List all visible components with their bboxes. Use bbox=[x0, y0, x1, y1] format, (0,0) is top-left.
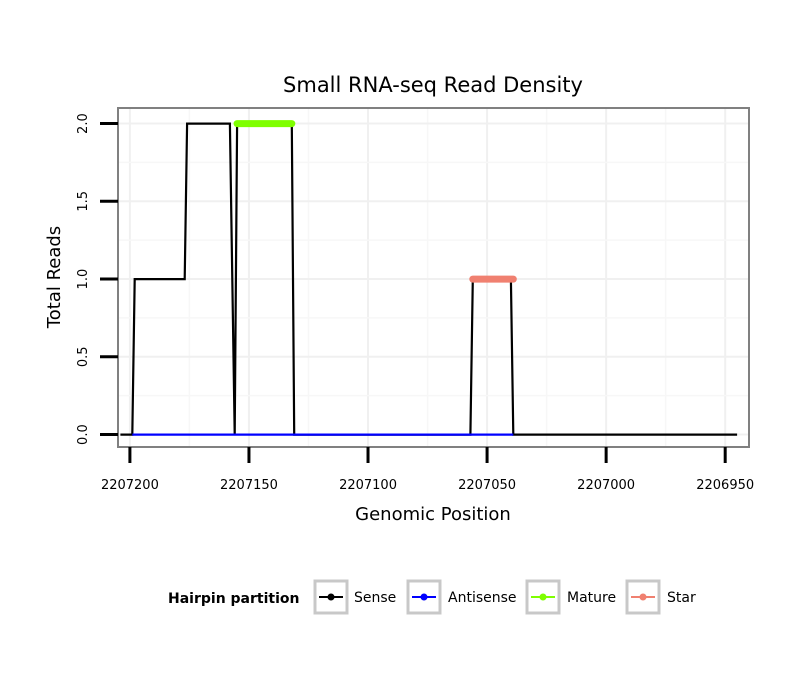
x-tick-label-5: 2206950 bbox=[696, 478, 754, 493]
y-axis: 0.0 0.5 1.0 1.5 2.0 bbox=[76, 113, 118, 445]
y-tick-label-0: 0.0 bbox=[76, 424, 91, 445]
plot-border bbox=[117, 107, 750, 448]
legend: Hairpin partition Sense Antisense Mature St… bbox=[168, 579, 696, 615]
legend-label-sense: Sense bbox=[354, 590, 396, 606]
series-layer bbox=[120, 120, 738, 436]
x-tick-label-1: 2207150 bbox=[220, 478, 278, 493]
x-tick-label-2: 2207100 bbox=[339, 478, 397, 493]
x-tick-label-4: 2207000 bbox=[577, 478, 635, 493]
legend-key-dot-antisense bbox=[420, 593, 428, 601]
legend-key-dot-star bbox=[639, 593, 647, 601]
x-tick-label-0: 2207200 bbox=[101, 478, 159, 493]
x-tick-label-3: 2207050 bbox=[458, 478, 516, 493]
plot-panel bbox=[118, 108, 749, 447]
y-tick-label-4: 2.0 bbox=[76, 113, 91, 134]
grid-lines bbox=[118, 108, 749, 447]
chart-title: Small RNA-seq Read Density bbox=[283, 73, 583, 97]
x-axis-title: Genomic Position bbox=[355, 504, 511, 525]
legend-key-dot-sense bbox=[327, 593, 335, 601]
legend-key-dot-mature bbox=[539, 593, 547, 601]
y-tick-label-2: 1.0 bbox=[76, 269, 91, 290]
y-axis-title: Total Reads bbox=[44, 226, 65, 329]
x-axis: 2207200 2207150 2207100 2207050 2207000 22069… bbox=[101, 447, 754, 493]
y-tick-label-3: 1.5 bbox=[76, 191, 91, 212]
legend-label-mature: Mature bbox=[567, 590, 616, 606]
y-tick-label-1: 0.5 bbox=[76, 346, 91, 367]
legend-label-antisense: Antisense bbox=[448, 590, 517, 606]
legend-title: Hairpin partition bbox=[168, 591, 299, 607]
legend-label-star: Star bbox=[667, 590, 696, 606]
